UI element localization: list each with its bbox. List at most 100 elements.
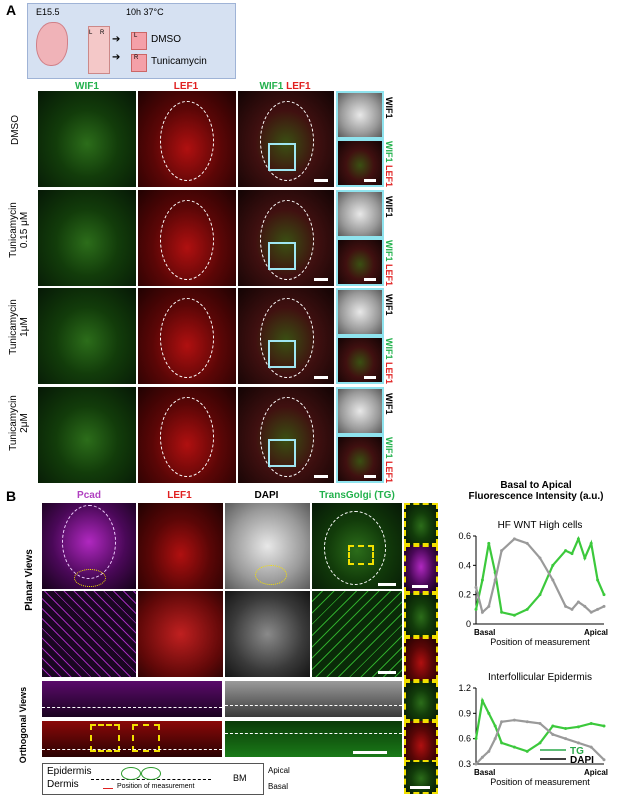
row-label-tunicamycin-2: Tunicamycin 2μM (8, 378, 30, 468)
legend-epidermis: Epidermis (47, 766, 92, 777)
inset-label-wif1: WIF1 (384, 393, 394, 415)
tg-inset-4 (404, 637, 438, 681)
data-point (538, 593, 542, 597)
scale-bar (364, 179, 376, 182)
data-point (596, 607, 600, 611)
micrograph-merge-row1 (238, 91, 334, 187)
col-header-tg: TransGolgi (TG) (319, 490, 395, 501)
inset-label-lef1-red: LEF1 (384, 461, 394, 484)
data-point (512, 613, 516, 617)
data-point (551, 724, 555, 728)
data-point (487, 604, 491, 608)
schematic-r: R (100, 30, 105, 36)
legend-label: DAPI (570, 755, 594, 766)
schematic-l: L (89, 30, 93, 36)
inset-box (268, 143, 296, 171)
merge-wif1-label: WIF1 (259, 81, 284, 92)
scale-bar (314, 376, 328, 379)
follicle-outline (260, 200, 314, 280)
merge-inset-row2 (336, 238, 384, 286)
data-point (512, 718, 516, 722)
dmso-explant-icon (131, 32, 147, 50)
data-point (474, 607, 478, 611)
micrograph-wif1-row4 (38, 387, 136, 483)
legend-basal: Basal (268, 782, 289, 791)
micrograph-wif1-row3 (38, 288, 136, 384)
legend-dermis: Dermis (47, 779, 79, 790)
tg-orthogonal-image (225, 721, 402, 757)
data-point (576, 725, 580, 729)
row-label-dmso: DMSO (10, 110, 21, 150)
tg-inset-6 (404, 721, 438, 763)
data-point (551, 563, 555, 567)
follicle-outline (260, 101, 314, 181)
data-point (576, 537, 580, 541)
row-label-tunicamycin-1: Tunicamycin 1μM (8, 282, 30, 372)
data-point (570, 607, 574, 611)
row-label-line: 0.15 μM (19, 211, 30, 249)
micrograph-lef1-row3 (138, 288, 236, 384)
micrograph-merge-row3 (238, 288, 334, 384)
y-tick-label: 0 (466, 619, 471, 629)
schematic-tunicamycin: Tunicamycin (151, 56, 207, 67)
tg-inset-7 (404, 760, 438, 794)
charts-header-line1: Basal to Apical (500, 480, 572, 491)
legend-position: Position of measurement (117, 783, 195, 790)
measurement-line-icon (103, 788, 113, 789)
pcad-ife-image (42, 591, 136, 677)
data-point (576, 741, 580, 745)
charts-header: Basal to Apical Fluorescence Intensity (… (456, 480, 616, 502)
merge-inset-row4 (336, 435, 384, 483)
legend-label: TG (570, 746, 584, 757)
data-point (493, 724, 497, 728)
micrograph-lef1-row4 (138, 387, 236, 483)
data-point (564, 549, 568, 553)
row-group-planar: Planar Views (24, 520, 35, 640)
inset-label-lef1-red: LEF1 (384, 165, 394, 188)
schematic-condition: 10h 37°C (126, 7, 164, 17)
cell-icon (121, 767, 141, 780)
data-point (474, 762, 478, 766)
x-tick-label: Apical (584, 628, 608, 637)
lef1-ife-image (138, 591, 223, 677)
follicle-outline (260, 397, 314, 477)
y-tick-label: 0.3 (458, 759, 471, 769)
x-axis-label: Position of measurement (490, 637, 590, 647)
legend-apical: Apical (268, 766, 290, 775)
series-line (474, 537, 605, 615)
legend-bm: BM (233, 773, 247, 783)
tg-inset-3 (404, 593, 438, 637)
chart-title: HF WNT High cells (498, 520, 583, 531)
data-point (564, 737, 568, 741)
micrograph-wif1-row1 (38, 91, 136, 187)
tg-planar-image (312, 503, 402, 589)
inset-label-lef1-red: LEF1 (384, 362, 394, 385)
follicle-outline (260, 298, 314, 378)
data-point (596, 578, 600, 582)
data-point (602, 604, 606, 608)
data-point (487, 541, 491, 545)
scale-bar (364, 475, 376, 478)
tg-ife-image (312, 591, 402, 677)
data-point (487, 749, 491, 753)
charts-header-line2: Fluorescence Intensity (a.u.) (468, 491, 604, 502)
wif1-inset-row2 (336, 190, 384, 238)
row-label-line: DMSO (10, 115, 21, 145)
data-point (602, 724, 606, 728)
inset-label-wif1: WIF1 (384, 294, 394, 316)
explant-r-label: R (134, 55, 139, 61)
dapi-orthogonal-image (225, 681, 402, 717)
inset-label-merge: WIF1 LEF1 (384, 437, 394, 483)
skin-explant-icon (88, 26, 110, 74)
data-point (583, 556, 587, 560)
y-tick-label: 0.6 (458, 531, 471, 541)
inset-label-lef1-red: LEF1 (384, 264, 394, 287)
scale-bar (314, 179, 328, 182)
epidermis-legend: Epidermis Dermis BM Position of measurem… (42, 763, 264, 795)
row-group-orthogonal: Orthogonal Views (18, 685, 28, 765)
y-tick-label: 1.2 (458, 683, 471, 693)
data-point (551, 578, 555, 582)
data-point (538, 741, 542, 745)
inset-label-wif1-green: WIF1 (384, 437, 394, 461)
